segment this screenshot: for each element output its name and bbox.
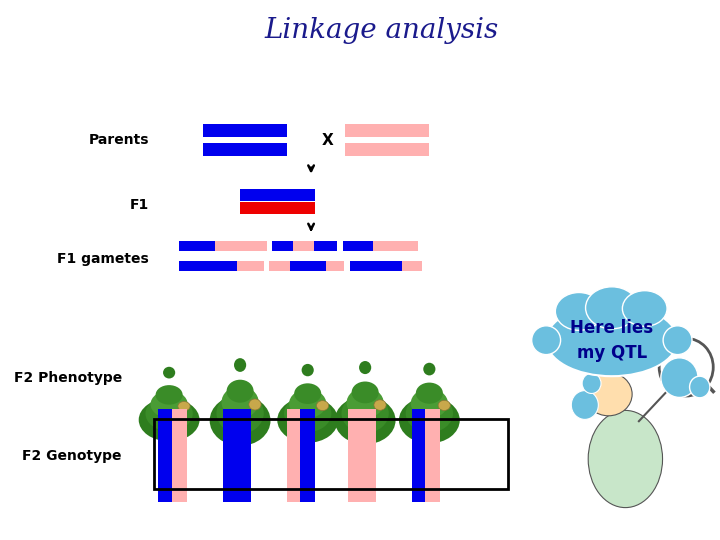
Ellipse shape [317, 401, 328, 410]
Ellipse shape [217, 393, 264, 434]
Ellipse shape [531, 326, 561, 355]
Ellipse shape [346, 388, 384, 418]
Bar [426, 409, 440, 502]
Bar [290, 261, 325, 271]
Ellipse shape [622, 291, 667, 326]
Ellipse shape [690, 376, 710, 398]
Bar [345, 144, 429, 157]
Bar [222, 409, 238, 502]
Text: Here lies
my QTL: Here lies my QTL [570, 319, 654, 362]
Circle shape [571, 390, 598, 420]
Text: F1: F1 [130, 198, 149, 212]
Circle shape [590, 361, 604, 375]
Ellipse shape [277, 397, 338, 443]
Bar [412, 409, 427, 502]
Ellipse shape [405, 394, 453, 433]
Ellipse shape [438, 400, 450, 410]
Ellipse shape [359, 361, 372, 374]
Bar [235, 400, 246, 446]
Ellipse shape [284, 395, 331, 432]
Ellipse shape [351, 381, 379, 403]
Ellipse shape [555, 293, 603, 330]
Ellipse shape [588, 410, 662, 508]
Ellipse shape [139, 399, 199, 441]
Bar [373, 241, 418, 251]
Ellipse shape [234, 358, 246, 372]
Bar [402, 261, 423, 271]
Ellipse shape [661, 358, 698, 397]
Ellipse shape [156, 385, 183, 404]
Bar [343, 241, 373, 251]
Bar [153, 418, 508, 489]
Ellipse shape [302, 364, 314, 376]
Bar [164, 402, 174, 441]
Bar [348, 409, 362, 502]
Bar [179, 261, 238, 271]
Ellipse shape [546, 304, 678, 376]
Bar [240, 189, 315, 201]
Bar [203, 124, 287, 137]
Ellipse shape [374, 400, 386, 410]
Ellipse shape [289, 389, 326, 418]
Bar [360, 401, 370, 444]
Ellipse shape [399, 397, 460, 443]
Bar [172, 409, 186, 502]
Bar [302, 401, 312, 443]
Bar [179, 241, 215, 251]
Bar [350, 261, 402, 271]
Ellipse shape [663, 326, 692, 355]
Ellipse shape [416, 383, 443, 404]
Ellipse shape [585, 373, 632, 416]
Ellipse shape [335, 396, 395, 444]
Text: Linkage analysis: Linkage analysis [265, 17, 499, 44]
Ellipse shape [227, 380, 253, 403]
Bar [240, 202, 315, 214]
Text: F2 Genotype: F2 Genotype [22, 449, 122, 463]
Bar [272, 241, 293, 251]
Bar [293, 241, 313, 251]
Bar [287, 409, 302, 502]
Text: F2 Phenotype: F2 Phenotype [14, 371, 122, 385]
Ellipse shape [210, 395, 271, 446]
Ellipse shape [585, 287, 638, 329]
Bar [269, 261, 290, 271]
Text: F1 gametes: F1 gametes [57, 252, 149, 266]
Bar [325, 261, 344, 271]
Bar [158, 409, 174, 502]
Ellipse shape [222, 386, 258, 418]
Ellipse shape [178, 402, 190, 411]
Ellipse shape [150, 390, 188, 418]
Ellipse shape [249, 399, 261, 410]
Ellipse shape [411, 388, 448, 418]
Ellipse shape [341, 394, 389, 433]
Bar [300, 409, 315, 502]
Text: Parents: Parents [89, 133, 149, 147]
Bar [238, 261, 264, 271]
Ellipse shape [145, 396, 193, 431]
Bar [203, 144, 287, 157]
Ellipse shape [423, 363, 436, 375]
Bar [236, 409, 251, 502]
Bar [424, 401, 434, 443]
Bar [313, 241, 337, 251]
Bar [345, 124, 429, 137]
Bar [215, 241, 266, 251]
Ellipse shape [294, 383, 321, 404]
Ellipse shape [163, 367, 175, 379]
Bar [361, 409, 376, 502]
Text: X: X [322, 133, 334, 148]
Circle shape [582, 373, 601, 394]
